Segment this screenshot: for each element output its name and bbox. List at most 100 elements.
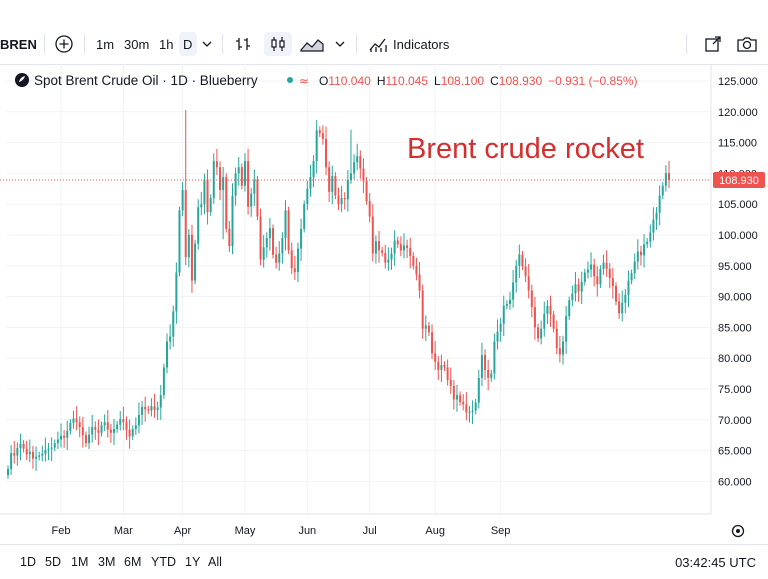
candle-body: [144, 406, 147, 410]
candle-body: [633, 261, 636, 274]
candle-body: [7, 469, 9, 476]
symbol-search[interactable]: BREN: [0, 24, 37, 64]
range-3m[interactable]: 3M: [98, 555, 116, 569]
area-style-icon: [300, 39, 324, 52]
candle-body: [343, 198, 346, 200]
candle-body: [493, 341, 496, 374]
divider: [686, 34, 687, 54]
last-price-label: 108.930: [719, 175, 759, 187]
candle-body: [84, 435, 87, 444]
screenshot-button[interactable]: [736, 24, 758, 64]
candle-body: [300, 228, 303, 249]
candle-body: [150, 406, 153, 411]
range-all[interactable]: All: [208, 555, 222, 569]
divider: [222, 34, 223, 54]
candle-body: [431, 332, 434, 354]
range-1m[interactable]: 1M: [71, 555, 89, 569]
y-tick-label: 60.000: [718, 476, 752, 488]
interval-30m[interactable]: 30m: [124, 24, 149, 64]
candle-style-button[interactable]: [269, 24, 287, 64]
candle-body: [28, 451, 31, 455]
candle-body: [533, 307, 536, 328]
candle-body: [409, 247, 412, 256]
candle-body: [346, 180, 349, 200]
candle-body: [181, 190, 184, 211]
candle-body: [81, 427, 84, 436]
settings-button[interactable]: [731, 524, 745, 538]
last-price-label-bg: [713, 171, 765, 188]
add-symbol-icon: [55, 35, 73, 53]
candle-body: [88, 434, 91, 444]
y-tick-label: 120.000: [718, 107, 758, 119]
candle-body: [172, 311, 175, 337]
range-ytd[interactable]: YTD: [151, 555, 176, 569]
candle-body: [381, 250, 384, 253]
candle-body: [56, 439, 59, 444]
bar-style-button[interactable]: [234, 24, 252, 64]
candle-body: [574, 284, 577, 294]
range-6m[interactable]: 6M: [124, 555, 142, 569]
interval-1m[interactable]: 1m: [96, 24, 114, 64]
interval-1h[interactable]: 1h: [159, 24, 173, 64]
candle-body: [147, 409, 150, 411]
candle-body: [624, 294, 627, 303]
interval-dropdown[interactable]: [200, 24, 214, 64]
candle-body: [225, 177, 228, 229]
candle-body: [652, 219, 655, 233]
annotation-text: Brent crude rocket: [407, 133, 644, 165]
y-tick-label: 80.000: [718, 353, 752, 365]
candle-body: [162, 367, 165, 396]
range-1d[interactable]: 1D: [20, 555, 36, 569]
style-dropdown[interactable]: [333, 24, 347, 64]
settings-icon-center: [736, 529, 740, 533]
candle-body: [125, 422, 128, 430]
candle-body: [446, 367, 449, 380]
candle-body: [487, 369, 490, 378]
add-symbol-button[interactable]: [54, 24, 74, 64]
candle-body: [649, 232, 652, 242]
candle-body: [203, 179, 206, 205]
approx-icon: ≈: [299, 74, 309, 88]
candle-body: [474, 402, 477, 411]
candle-body: [128, 429, 131, 437]
candle-body: [415, 265, 418, 275]
candle-body: [490, 373, 493, 378]
candle-body: [546, 305, 549, 314]
symbol-logo-leaf: [19, 76, 25, 82]
candle-body: [209, 198, 212, 213]
price-chart[interactable]: 60.000 65.000 70.000 75.000 80.000 85.000 90.0…: [0, 64, 768, 544]
candle-body: [240, 167, 243, 186]
candle-body: [555, 328, 558, 349]
candle-body: [639, 251, 642, 256]
candle-body: [215, 161, 218, 168]
range-1y[interactable]: 1Y: [185, 555, 201, 569]
candle-body: [60, 435, 63, 440]
divider: [84, 34, 85, 54]
price-axis[interactable]: 60.000 65.000 70.000 75.000 80.000 85.000 90.0…: [710, 64, 758, 514]
candle-body: [658, 195, 661, 213]
fullscreen-button[interactable]: [703, 24, 723, 64]
candle-body: [281, 238, 284, 254]
candle-body: [137, 414, 140, 426]
candle-body: [100, 425, 103, 433]
candle-body: [187, 235, 190, 258]
candle-body: [537, 327, 540, 339]
candle-body: [66, 430, 69, 438]
candle-body: [583, 272, 586, 282]
candle-body: [234, 173, 237, 196]
candle-body: [552, 314, 555, 329]
candle-body: [331, 175, 334, 192]
candle-body: [452, 385, 455, 400]
y-tick-label: 90.000: [718, 292, 752, 304]
x-tick-label: Mar: [114, 525, 133, 537]
time-axis[interactable]: Feb Mar Apr May Jun Jul Aug Sep: [0, 513, 711, 537]
indicators-button[interactable]: Indicators: [368, 24, 449, 64]
range-5d[interactable]: 5D: [45, 555, 61, 569]
candle-body: [655, 212, 658, 220]
candle-body: [530, 290, 533, 308]
interval-d[interactable]: D: [183, 24, 192, 64]
candle-body: [406, 245, 409, 248]
area-style-button[interactable]: [300, 24, 324, 64]
candle-body: [586, 269, 589, 273]
candle-body: [303, 204, 306, 229]
